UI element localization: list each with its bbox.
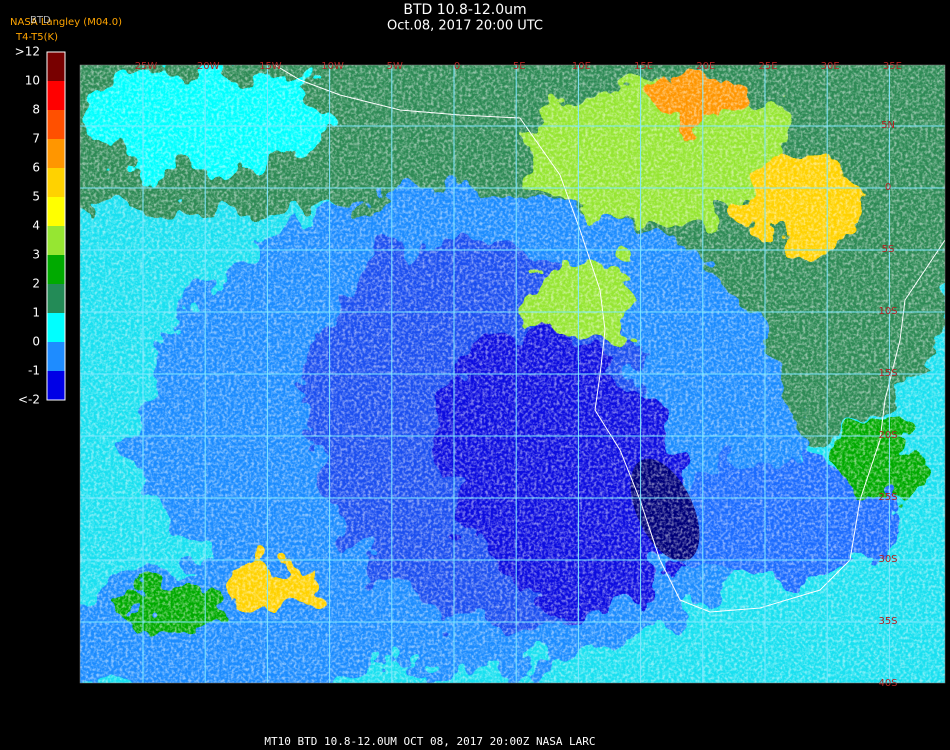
lon-label: 35E — [883, 61, 902, 72]
map-frame — [79, 64, 946, 684]
source-label: NASA Langley (M04.0) — [10, 17, 122, 28]
lat-label: 10S — [878, 306, 897, 317]
legend-label: <-2 — [18, 393, 40, 407]
lon-label: 5W — [387, 61, 403, 72]
lon-label: 10E — [572, 61, 591, 72]
lon-label: 20E — [696, 61, 715, 72]
legend-label: 1 — [32, 306, 40, 320]
legend-swatch — [47, 81, 65, 110]
lat-label: 5N — [881, 120, 895, 131]
legend-swatch — [47, 284, 65, 313]
footer: MT10 BTD 10.8-12.0UM OCT 08, 2017 20:00Z… — [264, 735, 595, 748]
legend-label: 6 — [32, 161, 40, 175]
legend-swatch — [47, 371, 65, 400]
lat-label: 30S — [878, 554, 897, 565]
legend-label: 0 — [32, 335, 40, 349]
legend-label: 4 — [32, 219, 40, 233]
lon-label: 25E — [758, 61, 777, 72]
legend-label: 10 — [25, 74, 40, 88]
lon-label: 0 — [454, 61, 460, 72]
legend-swatch — [47, 313, 65, 342]
lon-label: 25W — [135, 61, 158, 72]
legend-label: 3 — [32, 248, 40, 262]
legend-swatch — [47, 226, 65, 255]
lat-label: 35S — [878, 616, 897, 627]
title: BTD 10.8-12.0um — [403, 2, 526, 18]
lon-label: 15E — [634, 61, 653, 72]
graticule: 25W 20W 15W 10W 5W 0 5E 10E 15E 20E 25E 30E 35E 5N 0 5S… — [80, 61, 945, 689]
legend-label: 2 — [32, 277, 40, 291]
lon-label: 20W — [197, 61, 220, 72]
legend-swatch — [47, 255, 65, 284]
legend-label: -1 — [28, 364, 40, 378]
subtitle: Oct.08, 2017 20:00 UTC — [387, 19, 543, 34]
lat-label: 25S — [878, 492, 897, 503]
lat-label: 20S — [878, 430, 897, 441]
legend-swatch — [47, 110, 65, 139]
legend-label: 7 — [32, 132, 40, 146]
lat-label: 40S — [878, 678, 897, 689]
lat-label: 15S — [878, 368, 897, 379]
legend-label: >12 — [15, 45, 40, 59]
legend-swatch — [47, 342, 65, 371]
product-label: BTD — [30, 15, 51, 26]
lat-label: 0 — [885, 182, 891, 193]
map-image — [80, 65, 945, 683]
units-label: T4-T5(K) — [15, 32, 58, 43]
legend-swatch — [47, 197, 65, 226]
lon-label: 15W — [259, 61, 282, 72]
legend-frame — [46, 51, 66, 401]
lon-label: 5E — [513, 61, 526, 72]
legend-swatch — [47, 168, 65, 197]
legend-label: 8 — [32, 103, 40, 117]
lat-label: 5S — [882, 244, 895, 255]
lon-label: 30E — [821, 61, 840, 72]
lon-label: 10W — [321, 61, 344, 72]
legend-swatch — [47, 52, 65, 81]
legend-label: 5 — [32, 190, 40, 204]
legend-swatch — [47, 139, 65, 168]
